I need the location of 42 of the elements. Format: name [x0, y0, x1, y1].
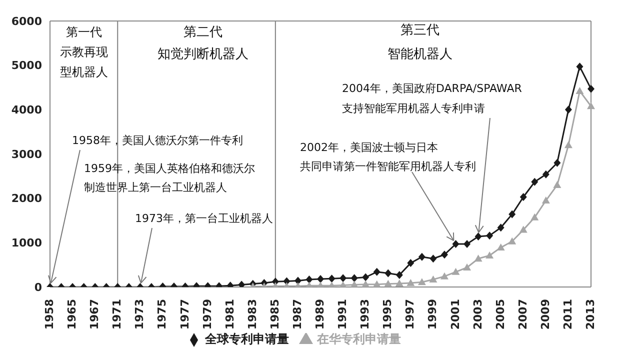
y-tick-label: 1000: [11, 236, 42, 250]
annotation: 2004年，美国政府DARPA/SPAWAR支持智能军用机器人专利申请: [342, 82, 522, 115]
x-tick-label: 1965: [66, 299, 79, 330]
x-tick-label: 2011: [561, 299, 574, 330]
annotation: 1959年，美国人英格伯格和德沃尔制造世界上第一台工业机器人: [84, 162, 255, 194]
annotation: 第三代智能机器人: [388, 23, 452, 62]
y-tick-label: 3000: [11, 148, 42, 161]
y-tick-label: 4000: [11, 104, 42, 117]
y-tick-label: 0: [34, 280, 42, 294]
legend-label: 在华专利申请量: [317, 332, 401, 346]
x-tick-label: 1981: [223, 299, 236, 330]
x-tick-label: 1987: [290, 299, 304, 330]
x-tick-label: 1977: [178, 299, 192, 330]
x-tick-label: 1971: [110, 299, 124, 330]
x-tick-label: 1991: [336, 299, 350, 330]
x-tick-label: 1997: [404, 299, 417, 330]
legend-label: 全球专利申请量: [205, 332, 289, 346]
x-tick-label: 1989: [314, 299, 327, 330]
x-tick-label: 1958: [43, 299, 56, 330]
x-tick-label: 1993: [358, 299, 372, 330]
x-tick-label: 1979: [200, 299, 214, 330]
annotation: 1973年，第一台工业机器人: [135, 212, 273, 225]
x-tick-label: 1967: [88, 299, 102, 330]
y-tick-label: 6000: [11, 14, 42, 28]
x-tick-label: 1995: [381, 299, 394, 330]
annotation: 第二代知觉判断机器人: [158, 25, 248, 62]
y-tick-label: 5000: [11, 59, 42, 72]
x-tick-label: 2009: [538, 299, 552, 330]
annotation: 2002年，美国波士顿与日本共同申请第一件智能军用机器人专利: [300, 141, 476, 173]
annotation: 1958年，美国人德沃尔第一件专利: [72, 134, 243, 147]
x-tick-label: 2007: [516, 299, 530, 330]
x-tick-label: 2013: [584, 299, 598, 330]
annotation: 第一代示教再现型机器人: [60, 25, 108, 79]
x-tick-label: 2005: [494, 299, 507, 330]
x-tick-label: 1983: [246, 299, 259, 330]
x-tick-label: 1975: [156, 299, 169, 330]
x-tick-label: 1999: [426, 299, 440, 330]
x-tick-label: 2003: [471, 299, 484, 330]
x-tick-label: 2001: [448, 299, 462, 330]
y-tick-label: 2000: [11, 192, 42, 206]
x-tick-label: 1985: [268, 299, 282, 330]
x-tick-label: 1973: [133, 299, 146, 330]
